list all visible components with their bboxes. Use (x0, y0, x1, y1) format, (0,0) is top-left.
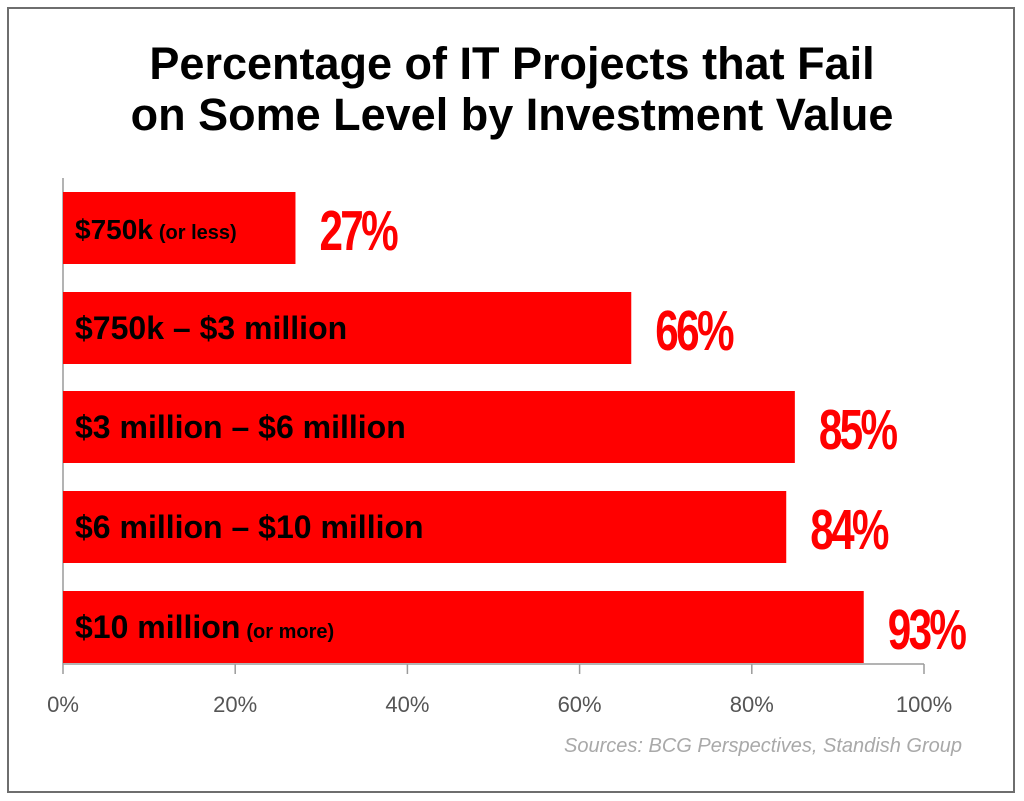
bar-category-main: $750k – $3 million (75, 310, 347, 346)
chart-title: Percentage of IT Projects that Fail on S… (0, 38, 1024, 140)
bar-category-main: $3 million – $6 million (75, 409, 406, 445)
bar (63, 292, 632, 364)
x-tick-label: 20% (213, 692, 257, 717)
title-line-1: Percentage of IT Projects that Fail (149, 38, 875, 89)
bar-category-main: $750k (75, 214, 153, 245)
x-tick-label: 100% (896, 692, 952, 717)
bar (63, 491, 787, 563)
bar-category-main: $10 million (75, 609, 240, 645)
x-tick-label: 60% (558, 692, 602, 717)
source-note: Sources: BCG Perspectives, Standish Grou… (564, 735, 962, 757)
bar-value-label: 27% (319, 199, 398, 262)
bar-category-label: $3 million – $6 million (75, 409, 406, 445)
bar (63, 192, 296, 264)
bar (63, 591, 864, 663)
bar-category-label: $10 million (or more) (75, 609, 334, 645)
bar-value-label: 84% (810, 498, 889, 561)
bar-category-label: $750k (or less) (75, 214, 237, 245)
bar-value-label: 66% (655, 299, 734, 362)
bar-category-main: $6 million – $10 million (75, 509, 424, 545)
title-line-2: on Some Level by Investment Value (130, 89, 894, 140)
bar-category-label: $6 million – $10 million (75, 509, 424, 545)
bar-value-label: 93% (888, 598, 967, 661)
bar-category-label: $750k – $3 million (75, 310, 347, 346)
x-tick-label: 40% (385, 692, 429, 717)
bar-category-sub: (or more) (246, 621, 334, 643)
bar-category-sub: (or less) (159, 222, 237, 244)
x-tick-label: 0% (47, 692, 79, 717)
bar-value-label: 85% (819, 398, 898, 461)
bar (63, 391, 795, 463)
x-tick-label: 80% (730, 692, 774, 717)
